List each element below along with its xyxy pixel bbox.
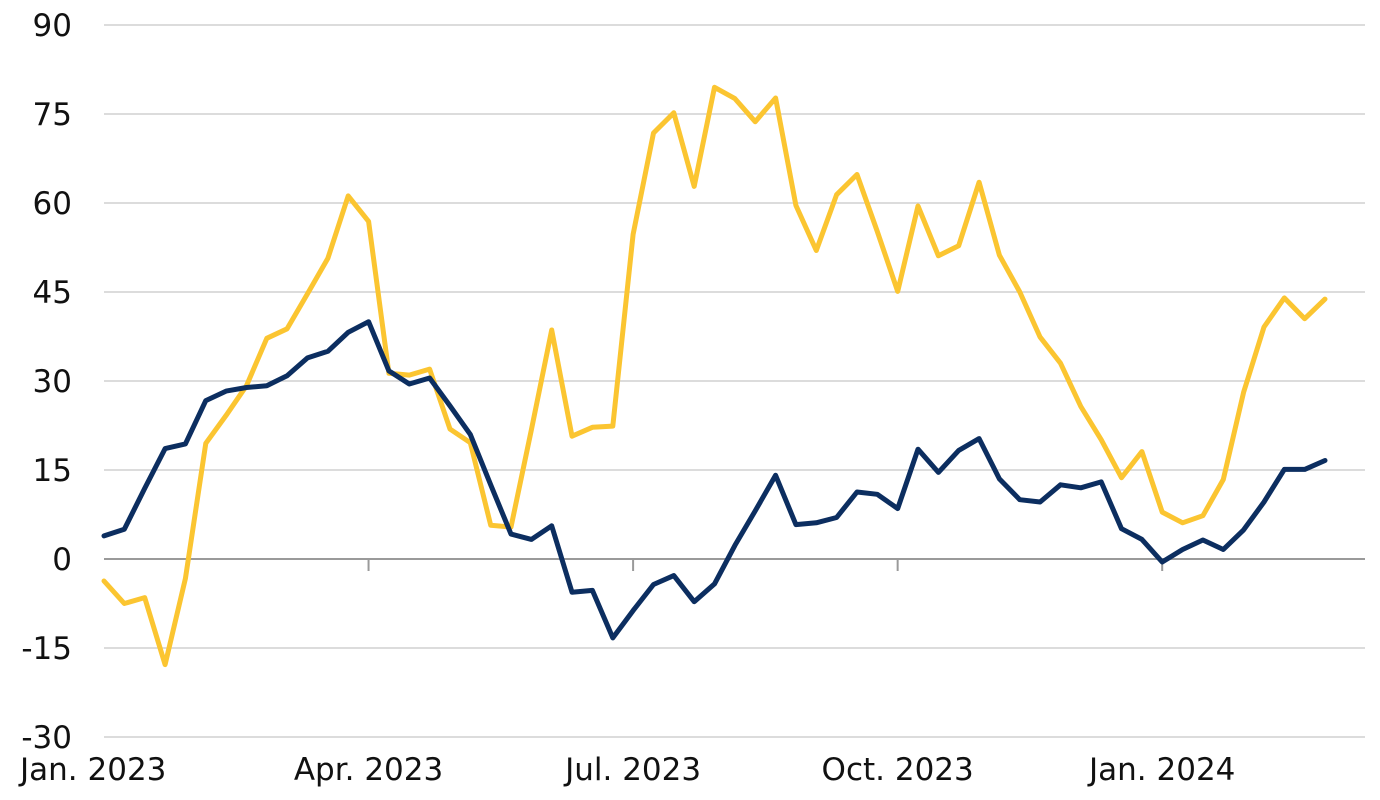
x-tick-label: Jul. 2023 xyxy=(563,752,701,788)
x-tick-label: Jan. 2023 xyxy=(18,752,166,788)
y-tick-label: -30 xyxy=(21,720,72,756)
axis-layer xyxy=(104,558,1365,571)
y-tick-label: 75 xyxy=(33,97,72,133)
y-tick-label: 45 xyxy=(33,275,72,311)
y-tick-label: 15 xyxy=(33,453,72,489)
y-tick-label: 0 xyxy=(52,542,72,578)
label-layer: -30 -15 0 15 30 45 60 75 90 Jan. 2023 Apr. 2023 Jul… xyxy=(18,8,1235,788)
x-tick-label: Apr. 2023 xyxy=(294,752,443,788)
y-tick-label: 60 xyxy=(33,186,72,222)
x-tick-label: Jan. 2024 xyxy=(1087,752,1235,788)
series-layer xyxy=(101,84,1328,668)
series-line-1 xyxy=(101,84,1328,668)
y-tick-label: 30 xyxy=(33,364,72,400)
series-line-2 xyxy=(101,319,1328,641)
y-tick-label: 90 xyxy=(33,8,72,44)
x-tick-label: Oct. 2023 xyxy=(822,752,974,788)
y-tick-label: -15 xyxy=(21,631,72,667)
grid-layer xyxy=(104,24,1365,738)
